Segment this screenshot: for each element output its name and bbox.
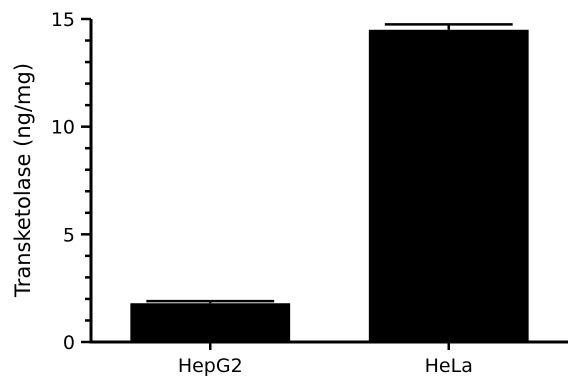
- error-bars: [146, 23, 513, 304]
- bar-hepg2: [130, 303, 291, 342]
- x-tick-label-hepg2: HepG2: [178, 355, 243, 377]
- y-axis-label: Transketolase (ng/mg): [11, 63, 35, 298]
- y-tick-label: 10: [51, 117, 75, 139]
- y-tick-label: 5: [63, 224, 75, 246]
- bar-hela: [368, 29, 529, 343]
- x-tick-label-hela: HeLa: [425, 355, 473, 377]
- bars: [130, 29, 529, 343]
- y-tick-label: 15: [51, 9, 75, 31]
- y-axis-ticks: 0 5 10 15: [51, 9, 91, 354]
- x-axis-ticks: HepG2 HeLa: [178, 342, 473, 377]
- y-tick-label: 0: [63, 332, 75, 354]
